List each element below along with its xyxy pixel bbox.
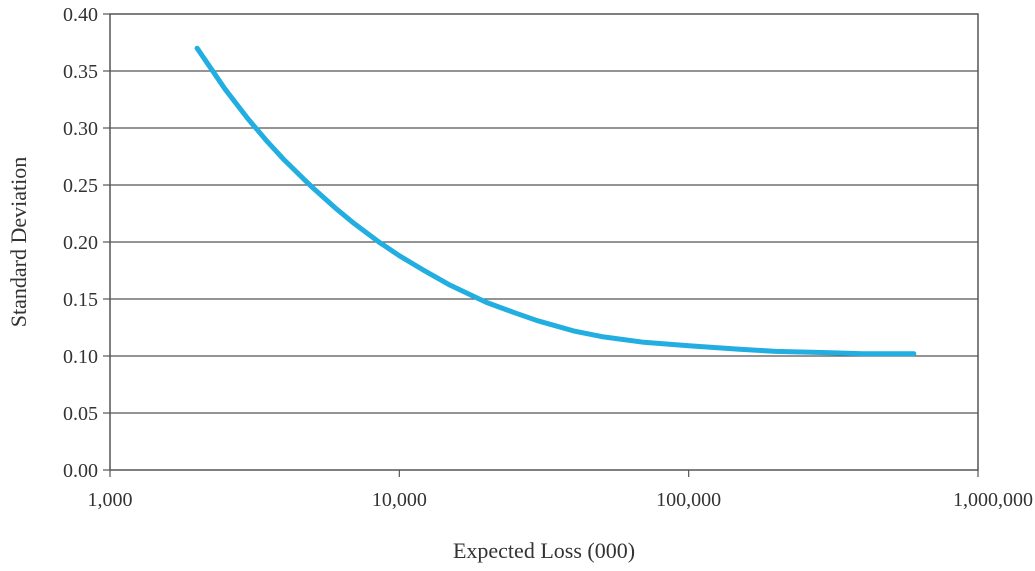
y-tick-label: 0.30 xyxy=(63,118,98,140)
x-tick-label: 100,000 xyxy=(656,489,721,511)
y-tick-label: 0.25 xyxy=(63,175,98,197)
y-tick-label: 0.10 xyxy=(63,346,98,368)
x-axis-title: Expected Loss (000) xyxy=(453,538,635,563)
y-axis-ticks: 0.00 0.05 0.10 0.15 0.20 0.25 0.30 0.35 0.40 xyxy=(63,4,110,482)
x-tick-label: 1,000,000 xyxy=(953,489,1033,511)
x-axis-ticks: 1,000 10,000 100,000 1,000,000 xyxy=(88,470,1033,511)
y-axis-title: Standard Deviation xyxy=(6,157,31,327)
y-tick-label: 0.00 xyxy=(63,460,98,482)
y-tick-label: 0.35 xyxy=(63,61,98,83)
y-tick-label: 0.15 xyxy=(63,289,98,311)
series-line xyxy=(194,45,917,357)
y-tick-label: 0.05 xyxy=(63,403,98,425)
x-tick-label: 1,000 xyxy=(88,489,133,511)
x-tick-label: 10,000 xyxy=(372,489,427,511)
gridlines xyxy=(110,70,978,414)
y-tick-label: 0.40 xyxy=(63,4,98,26)
y-tick-label: 0.20 xyxy=(63,232,98,254)
